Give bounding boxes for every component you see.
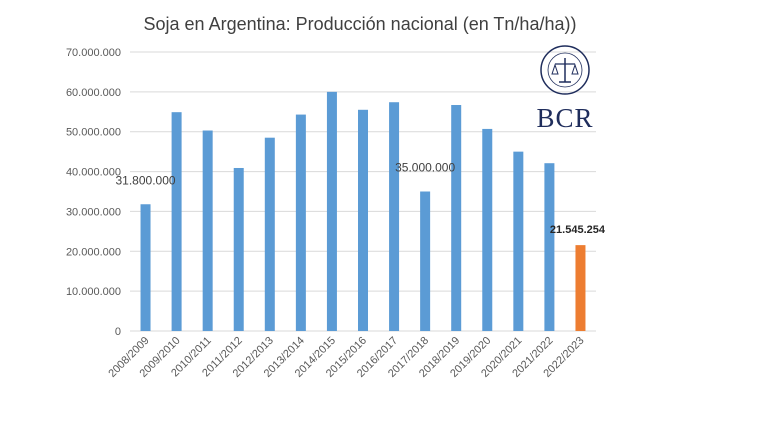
bar xyxy=(358,109,368,332)
bar xyxy=(295,114,306,331)
data-label: 31.800.000 xyxy=(116,173,176,187)
data-label: 21.545.254 xyxy=(550,224,606,236)
bar xyxy=(482,128,493,331)
bar xyxy=(326,91,337,331)
y-tick-label: 30.000.000 xyxy=(66,206,121,218)
bar xyxy=(575,245,586,331)
bar xyxy=(451,105,462,331)
chart-title: Soja en Argentina: Producción nacional (… xyxy=(143,14,577,34)
bar xyxy=(389,102,400,331)
bar xyxy=(233,167,244,331)
y-tick-label: 20.000.000 xyxy=(66,246,121,258)
y-tick-label: 0 xyxy=(115,326,121,338)
bar xyxy=(264,137,275,331)
bar xyxy=(202,130,213,331)
y-tick-label: 40.000.000 xyxy=(66,167,121,179)
y-tick-label: 60.000.000 xyxy=(66,87,121,99)
bar xyxy=(513,151,524,331)
bar xyxy=(171,112,182,331)
bar xyxy=(544,163,555,331)
bar xyxy=(140,204,151,331)
bcr-logo: BCR xyxy=(530,44,600,134)
y-tick-label: 10.000.000 xyxy=(66,286,121,298)
y-tick-label: 70.000.000 xyxy=(66,47,121,59)
y-tick-label: 50.000.000 xyxy=(66,127,121,139)
seal-icon xyxy=(540,45,590,95)
data-label: 35.000.000 xyxy=(395,161,455,175)
bar xyxy=(420,191,431,331)
logo-text: BCR xyxy=(536,103,594,133)
